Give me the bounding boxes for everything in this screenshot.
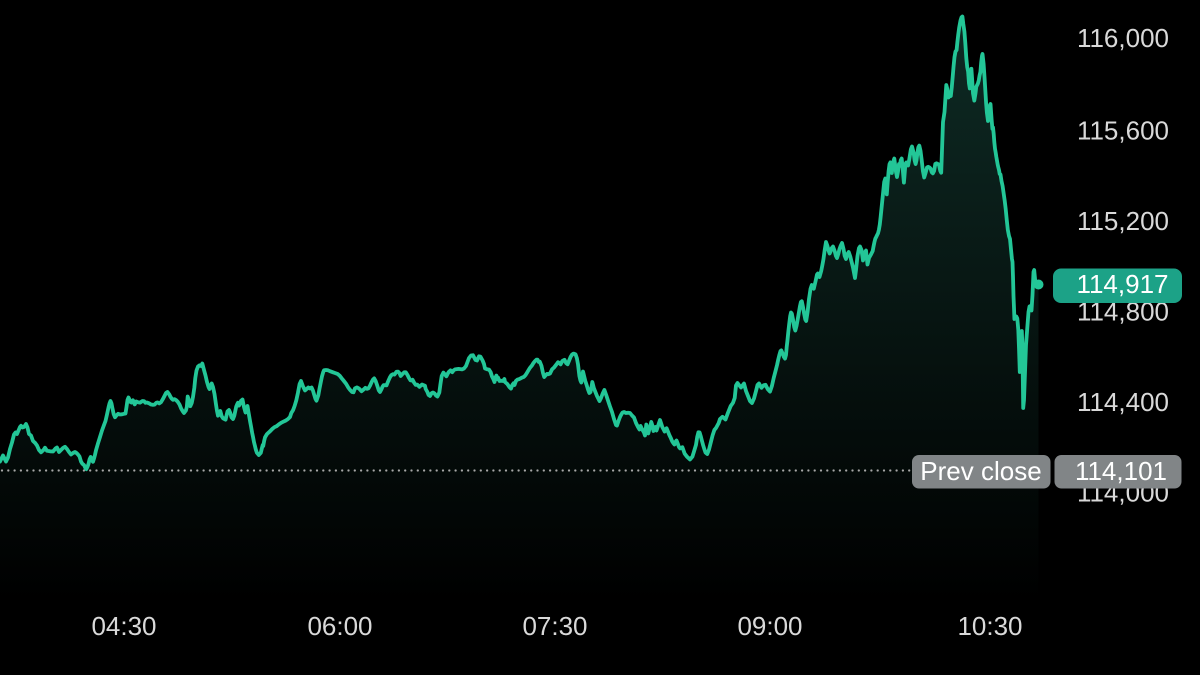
svg-text:114,400: 114,400 — [1077, 387, 1169, 417]
svg-text:10:30: 10:30 — [957, 611, 1022, 641]
svg-text:06:00: 06:00 — [307, 611, 372, 641]
svg-text:115,200: 115,200 — [1077, 206, 1169, 236]
svg-text:115,600: 115,600 — [1077, 116, 1169, 146]
svg-text:116,000: 116,000 — [1077, 23, 1169, 53]
svg-text:04:30: 04:30 — [91, 611, 156, 641]
svg-text:114,101: 114,101 — [1075, 456, 1167, 486]
svg-text:Prev close: Prev close — [920, 456, 1041, 486]
svg-text:114,917: 114,917 — [1076, 269, 1168, 299]
svg-text:09:00: 09:00 — [737, 611, 802, 641]
svg-text:07:30: 07:30 — [522, 611, 587, 641]
